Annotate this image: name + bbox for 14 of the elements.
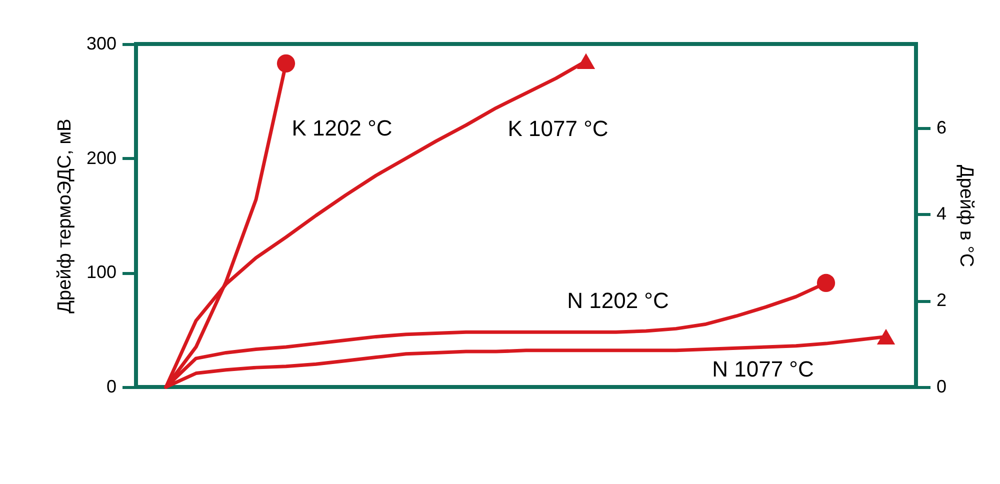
series-label: K 1077 °C (508, 116, 608, 142)
y-tick-label: 100 (86, 262, 116, 282)
series-label: N 1077 °C (712, 356, 814, 382)
y-tick-label: 200 (86, 148, 116, 168)
y-tick-label: 300 (86, 34, 116, 54)
y2-tick-label: 2 (936, 290, 947, 310)
y2-axis-title: Дрейф в °C (956, 164, 977, 268)
y2-tick-label: 6 (936, 117, 947, 138)
y-tick-label: 0 (106, 376, 116, 396)
y2-tick-label: 4 (936, 204, 947, 224)
series-label: N 1202 °C (567, 288, 669, 313)
y-axis-title: Дрейф термоЭДС, мВ (54, 118, 76, 314)
y2-tick-label: 0 (936, 376, 947, 396)
series-label: K 1202 °C (292, 115, 392, 140)
